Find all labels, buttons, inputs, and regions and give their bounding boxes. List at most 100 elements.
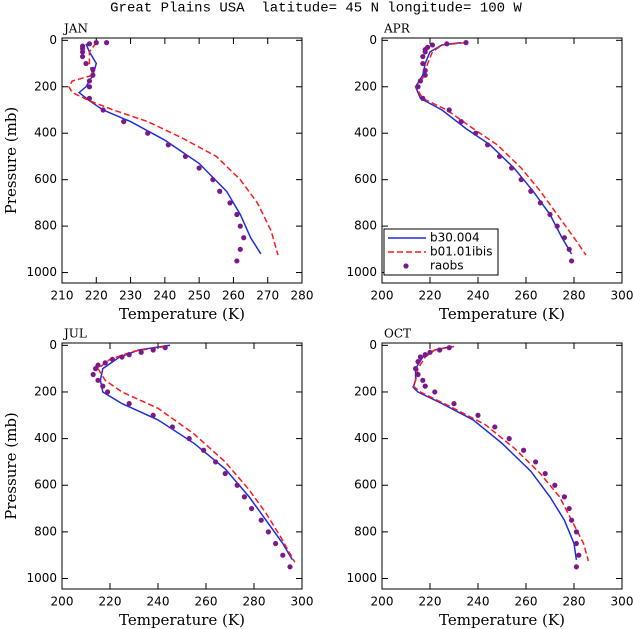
raob-point bbox=[150, 347, 156, 353]
y-axis-label: Pressure (mb) bbox=[2, 412, 20, 520]
raob-point bbox=[90, 72, 96, 78]
raob-point bbox=[79, 53, 86, 60]
raob-point bbox=[432, 389, 438, 395]
raob-point bbox=[95, 377, 101, 383]
raob-point bbox=[217, 188, 223, 194]
x-tick-label: 300 bbox=[611, 595, 633, 609]
x-tick-label: 210 bbox=[51, 289, 74, 303]
y-tick-label: 400 bbox=[34, 431, 57, 445]
y-tick-label: 1000 bbox=[346, 571, 377, 585]
raob-point bbox=[241, 235, 247, 241]
x-tick-label: 200 bbox=[371, 595, 394, 609]
y-tick-label: 200 bbox=[354, 384, 377, 398]
y-tick-label: 0 bbox=[49, 338, 57, 352]
raob-point bbox=[446, 107, 452, 113]
profile-line bbox=[68, 42, 279, 256]
raob-point bbox=[196, 165, 202, 171]
y-tick-label: 0 bbox=[369, 338, 377, 352]
raob-point bbox=[100, 383, 106, 389]
raob-point bbox=[413, 366, 419, 372]
raob-point bbox=[422, 67, 428, 74]
raob-point bbox=[222, 470, 228, 477]
raob-point bbox=[234, 211, 240, 218]
y-tick-label: 800 bbox=[34, 219, 57, 233]
raob-point bbox=[427, 349, 433, 355]
raob-point bbox=[213, 459, 219, 465]
profile-line bbox=[99, 344, 294, 561]
raob-point bbox=[265, 529, 271, 535]
raob-point bbox=[415, 371, 421, 378]
plot-frame bbox=[61, 37, 303, 284]
raob-point bbox=[509, 165, 515, 171]
raob-point bbox=[422, 383, 428, 389]
raob-point bbox=[420, 53, 426, 60]
raob-point bbox=[90, 66, 96, 72]
raob-point bbox=[83, 60, 89, 67]
raob-point bbox=[287, 564, 293, 570]
raob-point bbox=[561, 235, 568, 241]
raob-point bbox=[444, 41, 450, 47]
raob-point bbox=[150, 412, 156, 418]
plot-frame bbox=[61, 342, 303, 590]
raob-point bbox=[234, 258, 240, 264]
x-axis-label: Temperature (K) bbox=[439, 611, 565, 629]
raob-point bbox=[463, 40, 469, 46]
y-tick-label: 800 bbox=[354, 524, 377, 538]
raob-point bbox=[417, 78, 423, 84]
raob-point bbox=[102, 360, 108, 366]
raob-point bbox=[86, 41, 93, 47]
raob-point bbox=[119, 354, 125, 360]
raob-point bbox=[547, 211, 553, 218]
figure-title: Great Plains USA latitude= 45 N longitud… bbox=[110, 1, 522, 17]
raob-point bbox=[422, 72, 428, 78]
x-tick-label: 240 bbox=[467, 595, 490, 609]
raob-point bbox=[552, 482, 558, 488]
raob-point bbox=[234, 482, 240, 488]
panel-title: JAN bbox=[62, 22, 88, 36]
raob-point bbox=[237, 223, 243, 229]
raob-point bbox=[249, 505, 255, 512]
legend-label: b01.01ibis bbox=[430, 245, 493, 259]
raob-point bbox=[86, 95, 93, 101]
x-tick-label: 300 bbox=[291, 595, 314, 609]
legend-symbol bbox=[403, 263, 409, 269]
legend-label: b30.004 bbox=[430, 231, 480, 245]
raob-point bbox=[492, 424, 498, 430]
x-tick-label: 220 bbox=[419, 289, 442, 303]
raob-point bbox=[126, 352, 132, 358]
raob-point bbox=[93, 366, 99, 372]
x-tick-label: 280 bbox=[243, 595, 266, 609]
raob-point bbox=[227, 200, 233, 206]
x-tick-label: 240 bbox=[153, 289, 176, 303]
raob-point bbox=[576, 552, 582, 558]
y-tick-label: 400 bbox=[354, 126, 377, 140]
x-tick-label: 280 bbox=[291, 289, 314, 303]
raob-point bbox=[169, 424, 175, 430]
raob-point bbox=[182, 153, 189, 160]
raob-point bbox=[518, 177, 524, 183]
x-tick-label: 240 bbox=[147, 595, 170, 609]
raob-point bbox=[485, 142, 491, 148]
raob-point bbox=[100, 107, 106, 113]
raob-point bbox=[138, 349, 144, 355]
x-tick-label: 260 bbox=[222, 289, 245, 303]
raob-point bbox=[573, 529, 580, 535]
raob-point bbox=[145, 130, 151, 136]
y-tick-label: 800 bbox=[34, 524, 57, 538]
y-tick-label: 1000 bbox=[346, 265, 377, 279]
raob-point bbox=[420, 95, 426, 101]
x-tick-label: 260 bbox=[515, 595, 538, 609]
raob-point bbox=[165, 142, 171, 148]
x-tick-label: 220 bbox=[99, 595, 122, 609]
y-tick-label: 600 bbox=[34, 478, 57, 492]
raob-point bbox=[237, 246, 243, 252]
y-tick-label: 200 bbox=[34, 384, 57, 398]
x-tick-label: 200 bbox=[51, 595, 74, 609]
raob-point bbox=[542, 470, 548, 477]
y-tick-label: 200 bbox=[34, 79, 57, 93]
profile-line bbox=[412, 345, 578, 561]
raob-point bbox=[79, 49, 86, 55]
raob-point bbox=[90, 371, 96, 378]
plot-frame bbox=[381, 37, 623, 284]
